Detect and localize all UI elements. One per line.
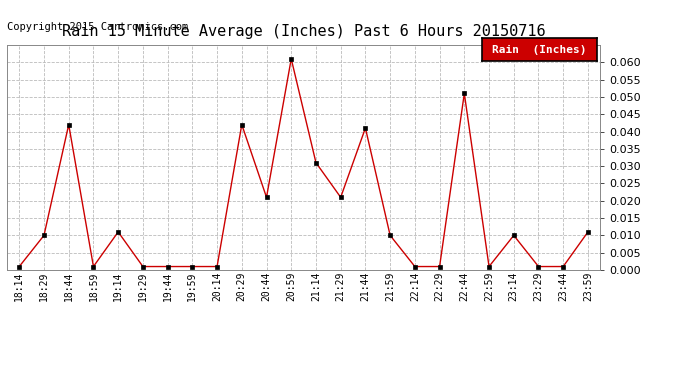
Text: Rain 15 Minute Average (Inches) Past 6 Hours 20150716: Rain 15 Minute Average (Inches) Past 6 H… <box>62 24 545 39</box>
Text: Copyright 2015 Cartronics.com: Copyright 2015 Cartronics.com <box>7 21 188 32</box>
